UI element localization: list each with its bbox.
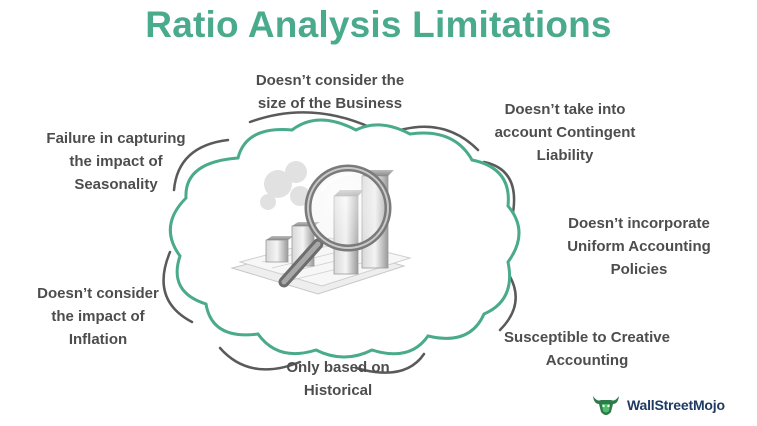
label-line: Uniform Accounting: [567, 238, 711, 255]
limitation-contingent-liability: Doesn’t take into account Contingent Lia…: [478, 98, 652, 167]
label-line: Doesn’t take into: [504, 101, 626, 118]
label-line: Seasonality: [74, 176, 158, 193]
limitation-historical: Only based on Historical: [268, 356, 408, 402]
limitation-seasonality: Failure in capturing the impact of Seaso…: [24, 127, 208, 196]
wallstreetmojo-logo: WallStreetMojo: [591, 392, 725, 418]
label-line: Doesn’t consider: [37, 285, 159, 302]
label-line: the impact of: [69, 153, 163, 170]
label-line: Inflation: [68, 331, 128, 348]
label-line: size of the Business: [257, 95, 403, 112]
label-line: the impact of: [51, 308, 145, 325]
page-title: Ratio Analysis Limitations: [145, 4, 612, 45]
label-line: Historical: [303, 382, 373, 399]
label-line: Susceptible to Creative: [504, 329, 670, 346]
label-line: Failure in capturing: [46, 130, 186, 147]
label-line: Accounting: [545, 352, 629, 369]
limitation-inflation: Doesn’t consider the impact of Inflation: [18, 282, 178, 351]
logo-text: WallStreetMojo: [627, 397, 725, 413]
label-line: Liability: [536, 147, 594, 164]
magnifying-glass-icon: [278, 164, 392, 288]
label-line: Only based on: [286, 359, 390, 376]
limitation-creative-accounting: Susceptible to Creative Accounting: [486, 326, 688, 372]
smoke-puffs: [260, 161, 310, 210]
bull-logo-icon: [593, 396, 619, 415]
label-line: Doesn’t consider the: [255, 72, 405, 89]
label-line: Policies: [610, 261, 668, 278]
limitation-business-size: Doesn’t consider the size of the Busines…: [237, 69, 423, 115]
label-line: account Contingent: [494, 124, 636, 141]
label-line: Doesn’t incorporate: [568, 215, 710, 232]
limitation-uniform-accounting: Doesn’t incorporate Uniform Accounting P…: [549, 212, 729, 281]
